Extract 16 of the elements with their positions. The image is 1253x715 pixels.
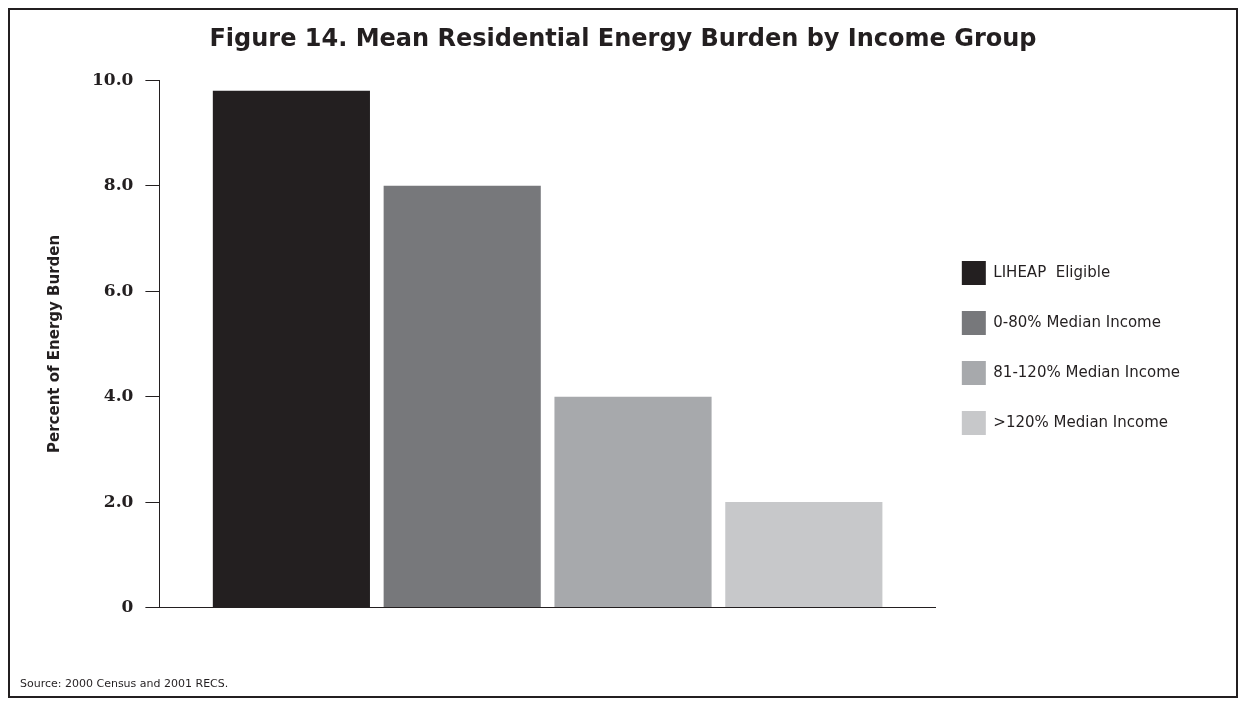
bar bbox=[725, 502, 883, 608]
bar bbox=[554, 396, 712, 608]
legend-label: 81-120% Median Income bbox=[993, 362, 1181, 381]
y-axis-title: Percent of Energy Burden bbox=[44, 234, 63, 453]
legend-label: >120% Median Income bbox=[993, 412, 1169, 431]
y-tick-label: 6.0 bbox=[103, 279, 134, 300]
legend-label: 0-80% Median Income bbox=[993, 312, 1161, 331]
y-tick-label: 8.0 bbox=[103, 174, 134, 195]
y-tick-label: 2.0 bbox=[103, 490, 134, 511]
chart-title: Figure 14. Mean Residential Energy Burden by Income Group bbox=[208, 24, 1038, 52]
y-tick-label: 10.0 bbox=[92, 68, 134, 89]
source-note: Source: 2000 Census and 2001 RECS. bbox=[20, 677, 229, 690]
y-tick-label: 4.0 bbox=[103, 385, 134, 406]
y-tick-label: 0 bbox=[121, 596, 134, 617]
bar bbox=[383, 185, 541, 608]
legend-label: LIHEAP Eligible bbox=[993, 262, 1111, 281]
